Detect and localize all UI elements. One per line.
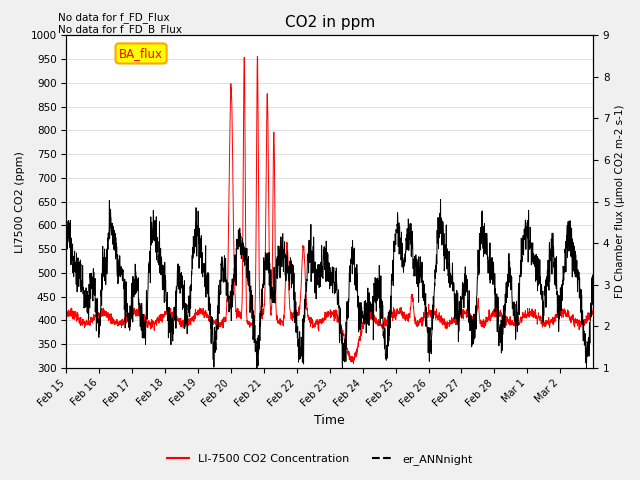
Y-axis label: LI7500 CO2 (ppm): LI7500 CO2 (ppm) xyxy=(15,151,25,252)
Text: No data for f_FD_Flux
No data for f_FD_B_Flux: No data for f_FD_Flux No data for f_FD_B… xyxy=(58,12,182,36)
Text: BA_flux: BA_flux xyxy=(119,47,163,60)
X-axis label: Time: Time xyxy=(314,414,345,427)
Title: CO2 in ppm: CO2 in ppm xyxy=(285,15,375,30)
Y-axis label: FD Chamber flux (μmol CO2 m-2 s-1): FD Chamber flux (μmol CO2 m-2 s-1) xyxy=(615,105,625,299)
Legend: LI-7500 CO2 Concentration, er_ANNnight: LI-7500 CO2 Concentration, er_ANNnight xyxy=(163,450,477,469)
